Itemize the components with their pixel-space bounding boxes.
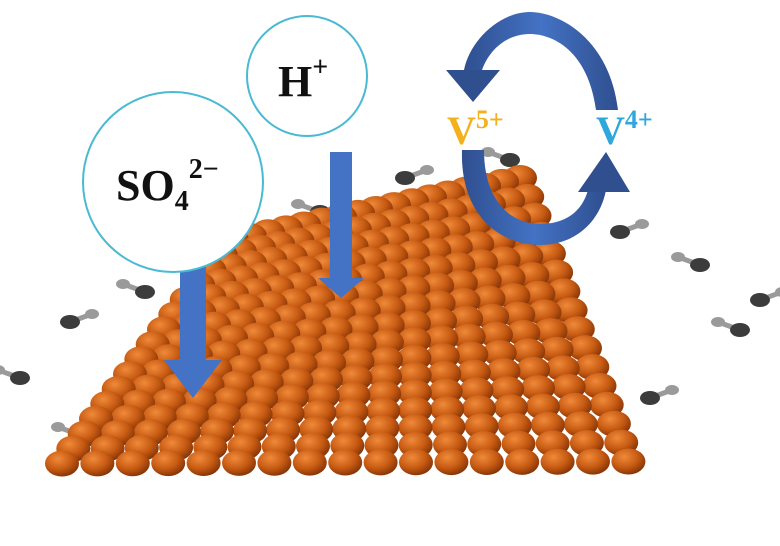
edge-functional-group [640, 385, 679, 405]
edge-functional-group [116, 279, 155, 299]
carbon-sphere [611, 448, 646, 475]
carbon-sphere [540, 448, 575, 475]
carbon-sphere [505, 448, 540, 475]
vanadium-4-label: V4+ [596, 105, 653, 153]
redox-cycle [446, 12, 630, 245]
carbon-sphere [434, 449, 469, 476]
graphene-sheet [45, 165, 646, 477]
carbon-sphere [45, 450, 79, 477]
edge-functional-group [481, 147, 520, 167]
cycle-arrowhead-left [446, 70, 500, 102]
proton-arrow [318, 152, 364, 298]
carbon-sphere [186, 450, 221, 476]
carbon-sphere [576, 448, 610, 475]
sulfate-arrow [164, 266, 222, 398]
edge-functional-group [671, 252, 710, 272]
carbon-sphere [328, 449, 363, 476]
edge-functional-group [0, 365, 30, 385]
carbon-sphere [399, 449, 433, 476]
cycle-arrowhead-right [578, 152, 630, 192]
edge-functional-group [60, 309, 99, 329]
vanadium-5-label: V5+ [447, 105, 504, 153]
carbon-sphere [80, 450, 115, 477]
edge-functional-group [395, 165, 434, 185]
carbon-sphere [222, 449, 256, 476]
carbon-sphere [363, 449, 398, 476]
carbon-sphere [151, 450, 186, 477]
sulfate-label: SO42− [116, 154, 219, 217]
proton-ion: H+ [246, 15, 368, 137]
carbon-sphere [469, 449, 504, 475]
edge-functional-group [750, 287, 780, 307]
sulfate-ion: SO42− [82, 91, 264, 273]
carbon-sphere [115, 450, 150, 477]
edge-functional-group [711, 317, 750, 337]
edge-functional-group [610, 219, 649, 239]
carbon-sphere [257, 449, 292, 476]
proton-label: H+ [278, 52, 328, 106]
carbon-sphere [292, 449, 327, 476]
